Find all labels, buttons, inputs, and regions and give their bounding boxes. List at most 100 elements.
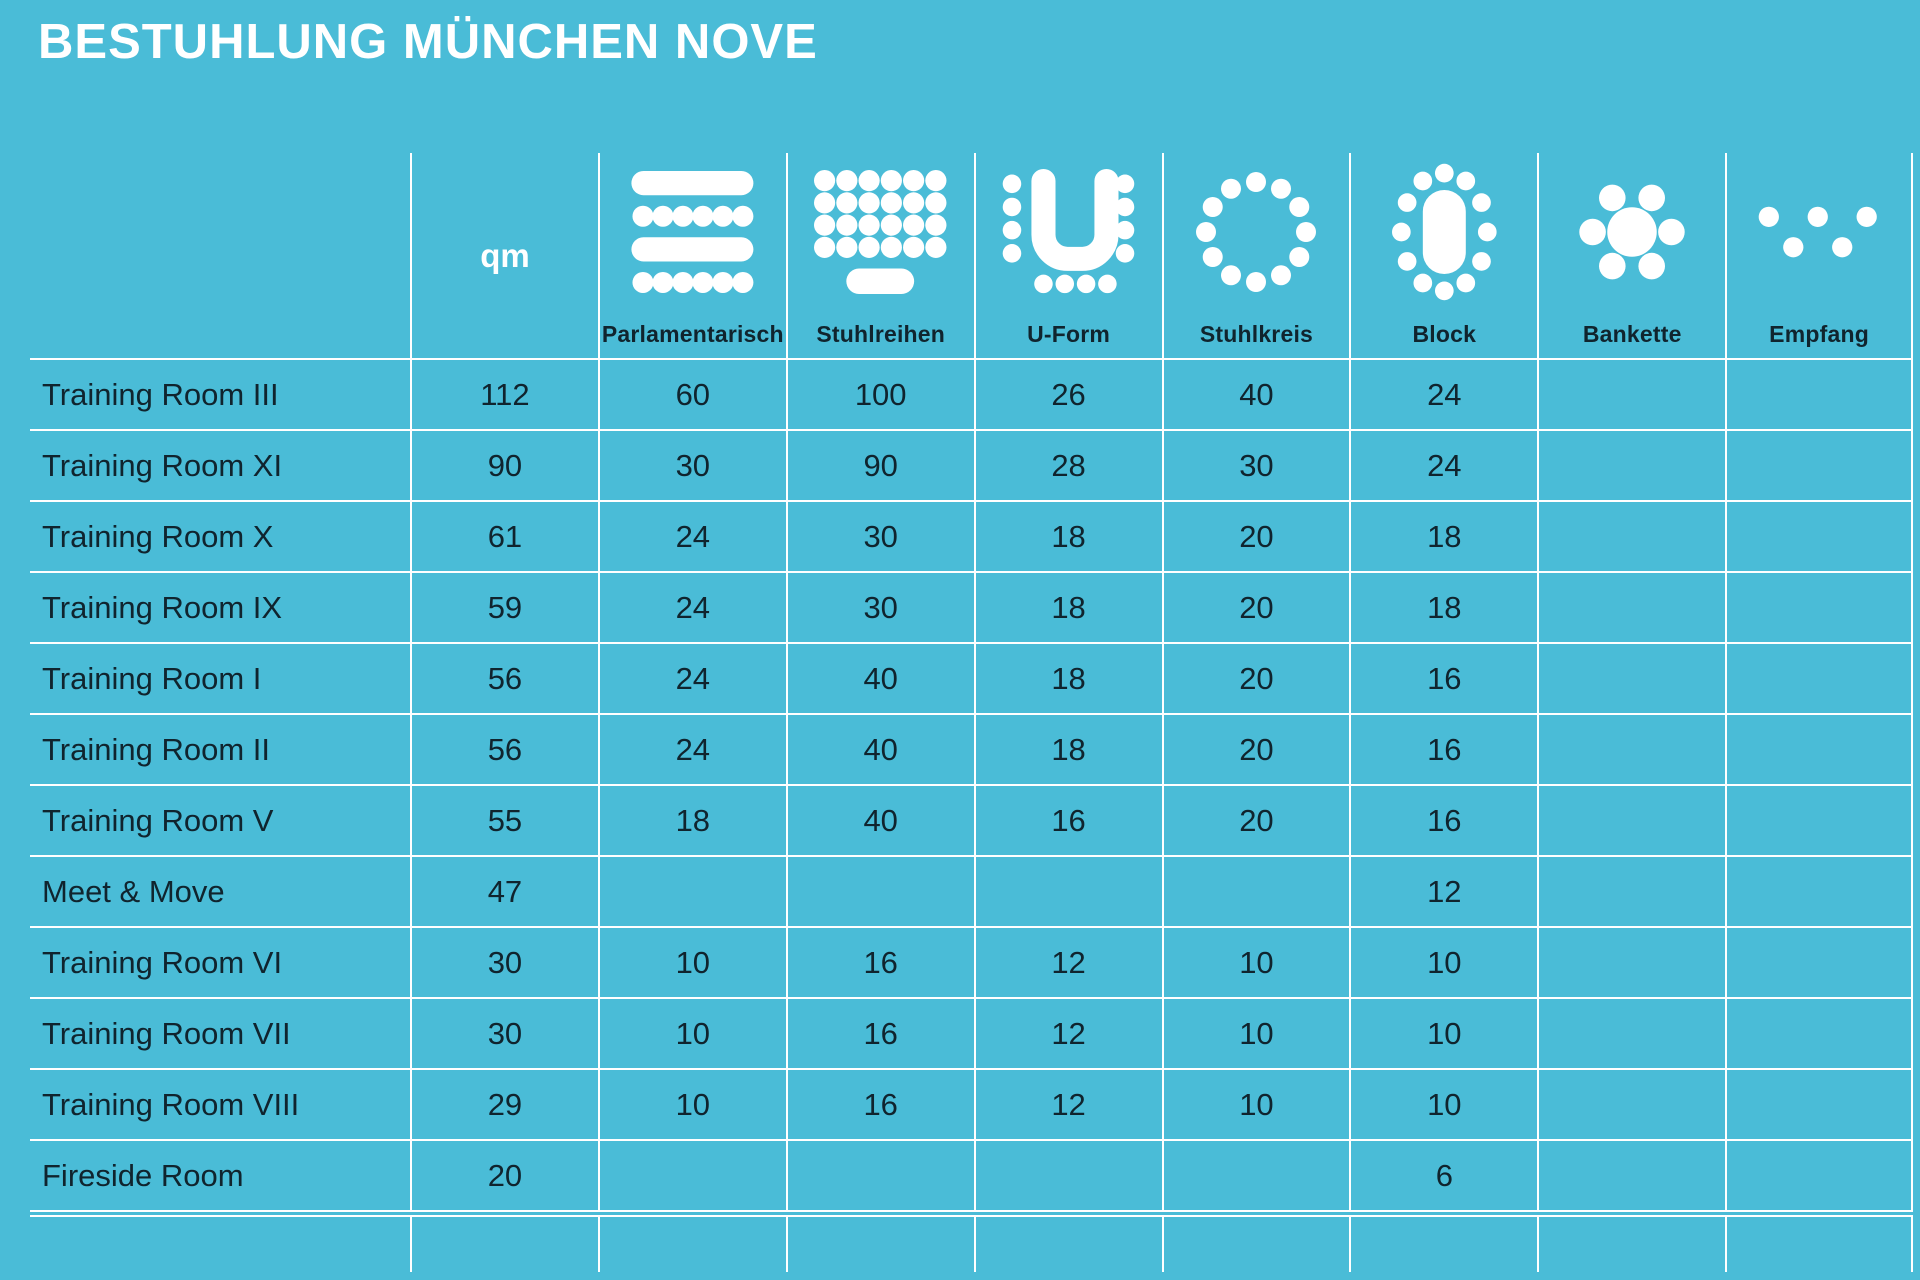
parlamentarisch-value-text: 18 (675, 802, 711, 838)
uform-value (973, 857, 1162, 926)
stuhlkreis-value-text: 10 (1239, 1015, 1274, 1051)
room-name: Training Room III (30, 360, 410, 429)
block-value: 24 (1349, 360, 1537, 429)
qm-value: 56 (410, 644, 598, 713)
block-table-icon (1351, 153, 1537, 310)
empfang-value (1725, 431, 1913, 500)
block-value: 10 (1349, 928, 1537, 997)
bankette-value (1537, 1141, 1725, 1210)
column-header-stuhlkreis: Stuhlkreis (1161, 153, 1350, 358)
uform-value: 18 (973, 644, 1162, 713)
qm-value-text: 56 (487, 731, 523, 767)
bankette-value (1537, 786, 1725, 855)
chair-circle-icon (1164, 153, 1350, 310)
parlamentarisch-value: 10 (597, 999, 786, 1068)
column-header-parlamentarisch: Parlamentarisch (597, 153, 786, 358)
uform-value: 12 (973, 928, 1162, 997)
block-value: 24 (1349, 431, 1537, 500)
stuhlreihen-value: 90 (785, 431, 974, 500)
parlamentarisch-value: 60 (597, 360, 786, 429)
qm-value-text: 90 (487, 447, 523, 483)
uform-value-text: 18 (1051, 731, 1086, 767)
room-name: Meet & Move (30, 857, 410, 926)
block-value: 18 (1349, 502, 1537, 571)
qm-value: 55 (410, 786, 598, 855)
qm-value: 61 (410, 502, 598, 571)
empty-cell (1725, 1217, 1913, 1272)
qm-value-text: 30 (487, 1015, 523, 1051)
table-row: Training Room I 56 24 40 18 20 16 (30, 644, 1913, 715)
empty-cell (973, 1217, 1162, 1272)
parliamentary-seating-icon (600, 153, 786, 310)
parlamentarisch-value-text: 24 (675, 589, 711, 625)
stuhlkreis-value (1161, 857, 1350, 926)
parlamentarisch-value-text: 10 (675, 1086, 711, 1122)
room-name: Training Room VI (30, 928, 410, 997)
bankette-value (1537, 644, 1725, 713)
bankette-value (1537, 502, 1725, 571)
stuhlreihen-value-text: 90 (863, 447, 898, 483)
column-label-uform: U-Form (1027, 320, 1111, 347)
parlamentarisch-value-text: 60 (675, 376, 711, 412)
block-value: 12 (1349, 857, 1537, 926)
qm-value-text: 56 (487, 660, 523, 696)
qm-value: 30 (410, 999, 598, 1068)
block-value-text: 10 (1427, 1086, 1462, 1122)
block-value-text: 10 (1427, 1015, 1462, 1051)
qm-value-text: 29 (487, 1086, 523, 1122)
room-name-text: Training Room VII (42, 1015, 291, 1051)
parlamentarisch-value: 24 (597, 715, 786, 784)
stuhlkreis-value: 20 (1161, 715, 1350, 784)
room-name-text: Training Room X (42, 518, 274, 554)
uform-value-text: 16 (1051, 802, 1086, 838)
room-name: Training Room IX (30, 573, 410, 642)
empfang-value (1725, 928, 1913, 997)
room-name-text: Training Room II (42, 731, 270, 767)
table-row: Fireside Room 20 6 (30, 1141, 1913, 1212)
uform-value-text: 18 (1051, 589, 1086, 625)
parlamentarisch-value-text: 24 (675, 731, 711, 767)
table-row: Meet & Move 47 12 (30, 857, 1913, 928)
parlamentarisch-value: 18 (597, 786, 786, 855)
bankette-value (1537, 360, 1725, 429)
uform-value: 26 (973, 360, 1162, 429)
stuhlkreis-value: 20 (1161, 502, 1350, 571)
qm-column-header: qm (410, 153, 598, 358)
table-row: Training Room V 55 18 40 16 20 16 (30, 786, 1913, 857)
qm-value-text: 20 (487, 1157, 523, 1193)
block-value: 16 (1349, 644, 1537, 713)
qm-value-text: 61 (487, 518, 523, 554)
room-name-text: Training Room VIII (42, 1086, 300, 1122)
qm-label: qm (480, 236, 530, 274)
empty-cell (785, 1217, 974, 1272)
qm-value: 29 (410, 1070, 598, 1139)
qm-value-text: 47 (487, 873, 523, 909)
block-value-text: 24 (1427, 376, 1462, 412)
empfang-value (1725, 999, 1913, 1068)
empty-cell (410, 1217, 598, 1272)
uform-value: 18 (973, 573, 1162, 642)
column-header-bankette: Bankette (1537, 153, 1725, 358)
stuhlkreis-value: 10 (1161, 1070, 1350, 1139)
parlamentarisch-value-text: 24 (675, 660, 711, 696)
bankette-value (1537, 573, 1725, 642)
parlamentarisch-value-text: 10 (675, 1015, 711, 1051)
room-name-text: Fireside Room (42, 1157, 244, 1193)
room-name: Training Room XI (30, 431, 410, 500)
stuhlkreis-value-text: 20 (1239, 518, 1274, 554)
stuhlreihen-value-text: 30 (863, 518, 898, 554)
table-row: Training Room XI 90 30 90 28 30 24 (30, 431, 1913, 502)
stuhlkreis-value-text: 20 (1239, 802, 1274, 838)
room-name: Training Room X (30, 502, 410, 571)
bankette-value (1537, 999, 1725, 1068)
empfang-value (1725, 644, 1913, 713)
table-row: Training Room VI 30 10 16 12 10 10 (30, 928, 1913, 999)
stuhlkreis-value: 20 (1161, 644, 1350, 713)
uform-value: 18 (973, 715, 1162, 784)
column-header-stuhlreihen: Stuhlreihen (785, 153, 974, 358)
block-value-text: 10 (1427, 944, 1462, 980)
bankette-value (1537, 857, 1725, 926)
stuhlkreis-value-text: 20 (1239, 731, 1274, 767)
qm-value-text: 55 (487, 802, 523, 838)
empfang-value (1725, 502, 1913, 571)
